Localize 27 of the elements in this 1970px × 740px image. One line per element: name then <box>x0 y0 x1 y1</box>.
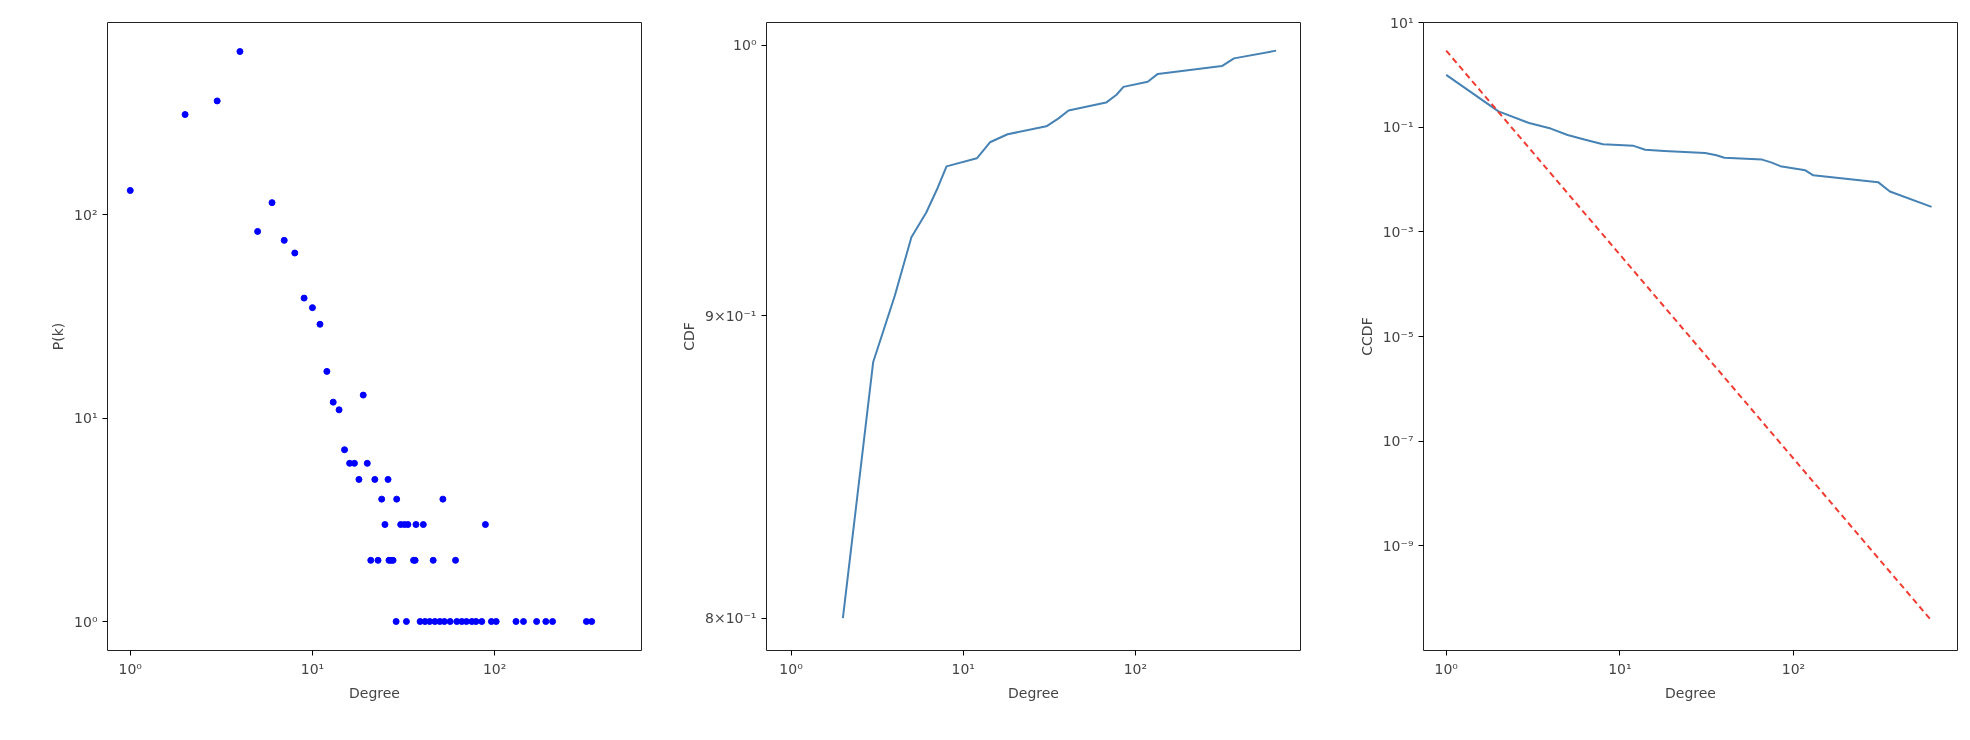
x-tick-label: 10¹ <box>951 660 975 677</box>
y-tick-label: 10⁻¹ <box>1382 119 1414 136</box>
x-tick-label: 10⁰ <box>118 660 143 677</box>
y-tick-label: 10¹ <box>74 410 98 427</box>
x-tick-label: 10¹ <box>1608 660 1632 677</box>
y-tick-label: 9×10⁻¹ <box>705 307 757 324</box>
y-axis-title: CDF <box>681 322 698 351</box>
x-tick-label: 10² <box>482 660 507 677</box>
y-tick-label: 10⁻³ <box>1382 223 1414 240</box>
x-tick-label: 10² <box>1781 660 1806 677</box>
y-tick-label: 10⁻⁹ <box>1382 537 1414 554</box>
y-tick-label: 10⁰ <box>74 613 98 630</box>
y-tick-label: 10² <box>74 206 98 223</box>
y-axis-title: P(k) <box>50 322 67 351</box>
y-tick-label: 8×10⁻¹ <box>705 610 757 627</box>
x-tick-label: 10¹ <box>300 660 325 677</box>
x-tick-label: 10⁰ <box>1434 660 1459 677</box>
y-tick-label: 10¹ <box>1390 14 1414 31</box>
x-axis-title: Degree <box>1665 684 1716 701</box>
x-tick-label: 10⁰ <box>779 660 804 677</box>
y-axis-title: CCDF <box>1358 317 1375 356</box>
y-tick-label: 10⁻⁵ <box>1382 328 1414 345</box>
y-tick-label: 10⁻⁷ <box>1382 433 1414 450</box>
x-tick-label: 10² <box>1123 660 1148 677</box>
y-tick-label: 10⁰ <box>733 37 757 54</box>
x-axis-title: Degree <box>1008 684 1059 701</box>
x-axis-title: Degree <box>349 684 400 701</box>
